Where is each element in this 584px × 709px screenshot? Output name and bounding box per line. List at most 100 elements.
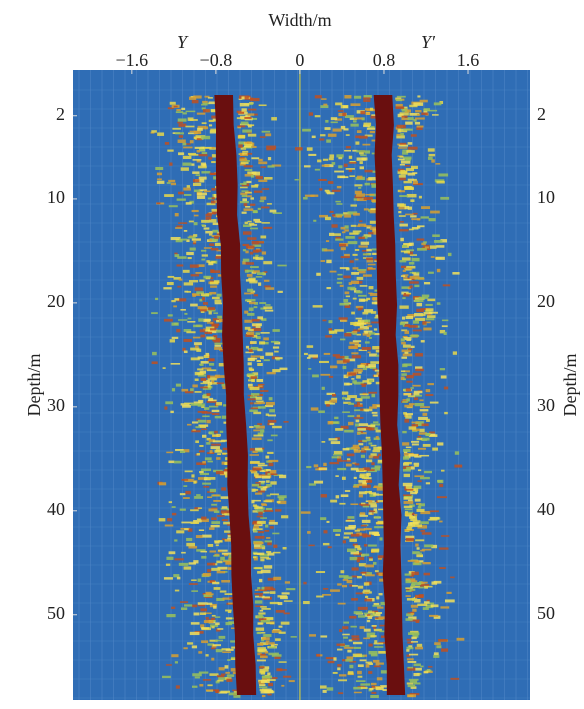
texture-speck — [407, 251, 414, 255]
texture-speck — [267, 157, 272, 161]
texture-speck — [269, 591, 276, 594]
texture-speck — [367, 424, 376, 427]
texture-speck — [207, 496, 213, 499]
texture-speck — [364, 182, 370, 186]
texture-speck — [288, 680, 295, 683]
texture-speck — [241, 96, 245, 100]
texture-speck — [196, 291, 205, 295]
texture-speck — [365, 108, 373, 111]
texture-speck — [197, 507, 203, 509]
texture-speck — [205, 689, 213, 692]
texture-speck — [245, 191, 252, 194]
texture-speck — [260, 429, 265, 433]
texture-speck — [420, 313, 426, 317]
texture-speck — [404, 109, 412, 113]
texture-speck — [207, 359, 215, 362]
texture-speck — [361, 250, 369, 252]
texture-speck — [357, 175, 363, 179]
texture-speck — [210, 624, 219, 627]
texture-speck — [402, 244, 408, 247]
texture-speck — [342, 411, 350, 413]
texture-speck — [418, 195, 422, 199]
texture-speck — [155, 297, 159, 301]
texture-speck — [272, 425, 282, 429]
texture-speck — [210, 248, 219, 251]
texture-speck — [185, 202, 192, 205]
texture-speck — [187, 317, 192, 320]
texture-speck — [364, 469, 375, 471]
texture-speck — [283, 600, 293, 602]
texture-speck — [253, 270, 260, 273]
texture-speck — [239, 201, 249, 204]
texture-speck — [255, 482, 261, 484]
texture-speck — [409, 619, 420, 622]
texture-speck — [245, 206, 251, 208]
texture-speck — [201, 254, 208, 257]
texture-speck — [356, 276, 364, 280]
texture-speck — [313, 464, 319, 468]
texture-speck — [175, 227, 183, 229]
texture-speck — [177, 256, 187, 259]
texture-speck — [275, 652, 279, 655]
texture-speck — [209, 243, 215, 246]
texture-speck — [406, 292, 412, 295]
texture-speck — [242, 198, 248, 202]
texture-speck — [274, 656, 281, 659]
texture-speck — [195, 135, 206, 138]
texture-speck — [172, 127, 181, 130]
texture-speck — [406, 526, 412, 530]
texture-speck — [204, 407, 210, 410]
texture-speck — [258, 531, 264, 534]
texture-speck — [423, 670, 433, 673]
texture-speck — [220, 510, 231, 514]
texture-speck — [368, 177, 377, 181]
texture-speck — [308, 634, 317, 637]
texture-speck — [302, 128, 311, 132]
texture-speck — [202, 100, 208, 104]
texture-speck — [189, 264, 199, 268]
texture-speck — [246, 269, 254, 273]
texture-speck — [426, 418, 430, 422]
texture-speck — [368, 292, 373, 295]
texture-speck — [364, 134, 373, 137]
texture-speck — [362, 274, 372, 277]
texture-speck — [429, 516, 440, 520]
texture-speck — [306, 147, 313, 151]
texture-speck — [368, 544, 377, 547]
texture-speck — [372, 625, 376, 629]
texture-speck — [343, 128, 349, 131]
texture-speck — [338, 317, 348, 320]
texture-speck — [433, 580, 442, 584]
texture-speck — [263, 666, 270, 670]
texture-speck — [419, 399, 424, 402]
texture-speck — [270, 493, 279, 496]
texture-speck — [359, 533, 368, 537]
texture-speck — [342, 540, 346, 544]
texture-speck — [409, 254, 418, 256]
texture-speck — [202, 102, 210, 105]
texture-speck — [204, 457, 212, 461]
texture-speck — [360, 241, 370, 245]
texture-speck — [202, 461, 206, 464]
texture-speck — [397, 189, 402, 193]
texture-speck — [399, 305, 409, 309]
texture-speck — [363, 95, 372, 99]
texture-speck — [362, 484, 371, 488]
texture-speck — [221, 673, 226, 676]
texture-speck — [248, 328, 254, 332]
texture-speck — [242, 150, 249, 153]
texture-speck — [347, 671, 354, 675]
texture-speck — [187, 236, 196, 239]
texture-speck — [318, 410, 325, 414]
texture-speck — [374, 333, 381, 336]
texture-speck — [191, 685, 198, 688]
texture-speck — [176, 198, 186, 201]
texture-speck — [192, 242, 197, 245]
texture-speck — [431, 544, 438, 549]
texture-speck — [277, 264, 287, 267]
texture-speck — [342, 633, 350, 636]
texture-speck — [352, 253, 358, 256]
texture-speck — [260, 671, 266, 675]
texture-speck — [344, 333, 352, 337]
texture-speck — [181, 521, 192, 524]
